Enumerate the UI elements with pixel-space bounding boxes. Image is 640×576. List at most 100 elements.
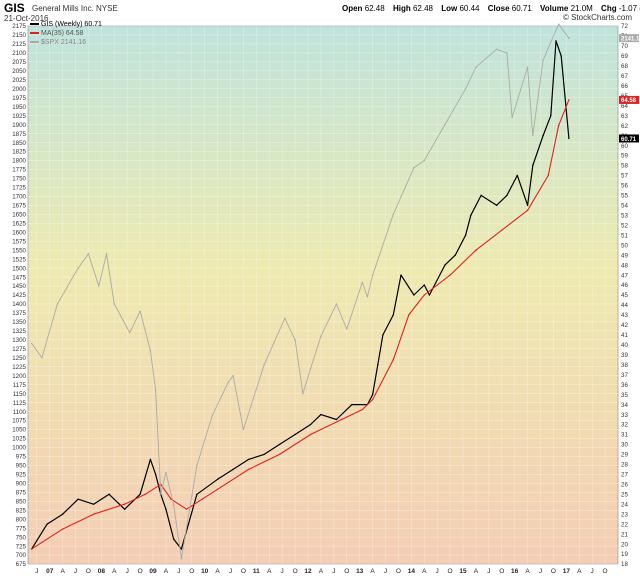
y-left-tick-label: 1100 — [13, 409, 27, 416]
y-left-tick-label: 2025 — [12, 77, 26, 84]
series-point-2 — [172, 504, 175, 506]
low-label: Low — [441, 4, 458, 13]
series-point-2 — [105, 253, 108, 255]
y-right-tick-label: 60 — [621, 143, 628, 150]
series-point-0 — [172, 538, 175, 540]
series-point-2 — [77, 267, 79, 269]
series-point-2 — [41, 357, 43, 359]
y-right-tick-label: 40 — [621, 342, 628, 349]
high-label: High — [392, 4, 411, 13]
x-tick-label: A — [319, 568, 324, 575]
y-right-tick-label: 57 — [621, 173, 628, 180]
y-left-tick-label: 2075 — [12, 59, 26, 66]
series-point-0 — [444, 264, 446, 266]
y-left-tick-label: 1000 — [12, 445, 26, 452]
open-label: Open — [342, 4, 363, 13]
series-point-0 — [495, 204, 498, 207]
y-right-tick-label: 33 — [621, 412, 628, 419]
x-tick-label: 07 — [46, 568, 54, 575]
y-left-tick-label: 1500 — [12, 265, 26, 272]
series-point-0 — [506, 194, 508, 197]
company-name: General Mills Inc. NYSE — [32, 4, 118, 13]
y-left-tick-label: 2125 — [12, 41, 26, 48]
x-tick-label: O — [86, 568, 91, 575]
y-right-tick-label: 43 — [621, 312, 628, 319]
open-value: 62.48 — [364, 4, 385, 13]
x-tick-label: O — [189, 568, 194, 575]
value-tag-text: 60.71 — [621, 137, 637, 143]
series-point-2 — [346, 328, 348, 330]
series-point-2 — [392, 213, 394, 215]
series-point-0 — [532, 164, 534, 167]
series-point-2 — [263, 364, 265, 366]
x-tick-label: J — [539, 568, 542, 575]
value-tag-box — [619, 95, 639, 104]
series-point-2 — [568, 37, 570, 39]
y-left-tick-label: 1275 — [12, 346, 26, 353]
y-left-tick-label: 1250 — [12, 355, 26, 362]
x-tick-label: J — [332, 568, 335, 575]
series-point-2 — [232, 375, 234, 377]
x-tick-label: J — [436, 568, 439, 575]
y-right-tick-label: 66 — [621, 83, 628, 90]
y-right-tick-label: 29 — [621, 452, 628, 459]
series-point-0 — [320, 413, 322, 416]
x-tick-label: O — [551, 568, 556, 575]
y-left-tick-label: 1425 — [12, 292, 26, 299]
close-value: 60.71 — [511, 4, 532, 13]
series-point-0 — [165, 508, 167, 510]
series-point-0 — [377, 364, 379, 366]
y-right-tick-label: 31 — [621, 432, 628, 439]
series-point-1 — [170, 498, 172, 500]
chg-label: Chg — [601, 4, 617, 13]
series-point-2 — [56, 303, 59, 305]
legend-item-ma: MA(35) 64.58 — [30, 29, 102, 38]
series-point-2 — [464, 88, 467, 90]
y-right-tick-label: 37 — [621, 372, 628, 379]
x-tick-label: O — [138, 568, 143, 575]
y-right-tick-label: 27 — [621, 472, 628, 479]
y-right-tick-label: 54 — [621, 203, 628, 210]
high-value: 62.48 — [412, 4, 433, 13]
series-point-0 — [92, 503, 95, 505]
x-tick-label: 14 — [408, 568, 416, 575]
series-point-0 — [309, 423, 312, 426]
y-right-tick-label: 25 — [621, 491, 628, 498]
x-tick-label: A — [525, 568, 530, 575]
series-point-0 — [423, 284, 425, 286]
y-left-tick-label: 1525 — [12, 256, 26, 263]
y-left-tick-label: 1675 — [12, 203, 26, 210]
y-left-tick-label: 1725 — [12, 185, 26, 192]
series-point-1 — [557, 124, 560, 127]
series-point-0 — [139, 493, 141, 495]
series-point-0 — [232, 468, 234, 471]
y-left-tick-label: 1400 — [12, 301, 26, 308]
y-left-tick-label: 1775 — [12, 167, 26, 174]
y-right-tick-label: 72 — [621, 23, 628, 30]
series-point-0 — [335, 418, 338, 421]
series-point-2 — [423, 159, 425, 162]
y-left-tick-label: 975 — [16, 454, 27, 461]
series-point-0 — [560, 55, 562, 57]
x-tick-label: 09 — [149, 568, 157, 575]
y-left-tick-label: 1375 — [12, 310, 26, 317]
y-right-tick-label: 58 — [621, 163, 628, 170]
low-value: 60.44 — [459, 4, 480, 13]
y-right-tick-label: 50 — [621, 242, 628, 249]
chg-value: -1.07 (-1.73%) — [618, 4, 640, 13]
ohlc-summary: Open 62.48 High 62.48 Low 60.44 Close 60… — [342, 4, 640, 13]
y-left-tick-label: 1150 — [13, 391, 27, 398]
y-right-tick-label: 44 — [621, 302, 628, 309]
y-left-tick-label: 750 — [16, 534, 27, 541]
series-point-2 — [129, 331, 131, 334]
x-tick-label: A — [60, 568, 65, 575]
x-tick-label: J — [229, 568, 232, 575]
series-point-2 — [511, 116, 513, 119]
value-tag-text: 64.58 — [621, 98, 637, 104]
x-tick-label: O — [396, 568, 401, 575]
series-point-2 — [495, 48, 498, 51]
y-right-tick-label: 35 — [621, 392, 628, 399]
series-point-2 — [284, 317, 286, 320]
x-tick-label: J — [281, 568, 284, 575]
